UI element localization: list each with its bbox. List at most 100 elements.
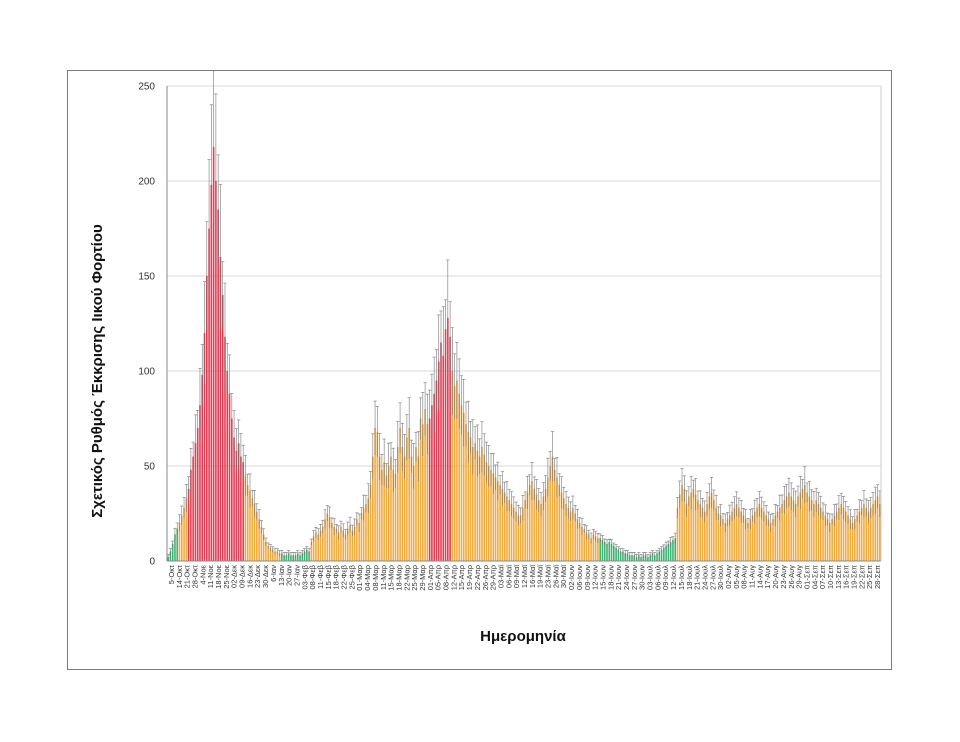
bar — [519, 515, 522, 561]
bar — [619, 551, 622, 561]
bar — [196, 428, 199, 561]
bar — [476, 450, 479, 561]
bar — [199, 405, 201, 561]
bar — [772, 519, 774, 561]
bar — [558, 485, 561, 561]
bar — [622, 551, 624, 561]
bar — [856, 515, 858, 561]
bar — [797, 496, 799, 561]
x-tick-label: 16-Δεκ — [245, 565, 254, 588]
bar — [349, 524, 351, 561]
bar — [449, 336, 451, 561]
x-tick-label: 20-Αυγ — [771, 565, 780, 589]
x-tick-label: 04-Μαρ — [363, 565, 372, 591]
bar — [171, 543, 174, 561]
bar — [244, 475, 247, 561]
bar — [376, 431, 379, 561]
bar — [779, 507, 781, 561]
bar — [399, 428, 401, 561]
bar — [510, 504, 513, 561]
bar — [315, 532, 317, 561]
x-tick-label: 29-Μαρ — [418, 565, 427, 591]
bar — [333, 526, 335, 561]
x-tick-label: 26-Μαϊ — [551, 565, 560, 588]
bar — [422, 424, 424, 561]
bar — [615, 547, 617, 561]
bar — [487, 466, 490, 561]
bar — [535, 494, 538, 561]
bar — [876, 496, 879, 561]
y-tick-label: 100 — [138, 367, 155, 378]
bar — [458, 393, 460, 561]
x-tick-label: 21-Ιουν — [614, 565, 623, 590]
bar — [794, 504, 797, 561]
bar — [494, 477, 497, 561]
x-tick-label: 19-Σεπ — [850, 565, 859, 589]
bar — [497, 481, 499, 561]
bar — [212, 146, 215, 562]
x-tick-label: 01-Μαρ — [355, 565, 364, 591]
bar — [744, 519, 747, 561]
bar — [656, 553, 658, 561]
bar — [626, 553, 629, 561]
bar — [321, 526, 324, 561]
bar — [663, 547, 665, 561]
bar — [685, 504, 688, 561]
bar — [219, 257, 222, 561]
bar — [469, 437, 472, 561]
y-tick-label: 200 — [138, 177, 155, 188]
bar — [210, 184, 213, 562]
bar — [563, 498, 565, 561]
bar — [854, 519, 856, 561]
bar — [472, 447, 474, 561]
x-tick-label: 21-Ιουλ — [693, 565, 702, 590]
bar — [606, 543, 608, 561]
x-tick-label: 25-Μαρ — [410, 565, 419, 591]
x-tick-label: 28-Σεπ — [873, 565, 882, 589]
bar — [501, 488, 504, 561]
bar — [763, 511, 765, 561]
bar — [717, 513, 720, 561]
bar — [813, 504, 815, 561]
x-tick-label: 15-Ιουλ — [677, 565, 686, 590]
x-tick-label: 23-Μαϊ — [544, 565, 553, 588]
bar — [253, 504, 256, 561]
bar — [208, 228, 210, 561]
x-tick-label: 30-Ιουλ — [716, 565, 725, 590]
bar — [467, 431, 470, 561]
bar — [444, 329, 447, 561]
bar — [437, 361, 440, 561]
bar — [872, 504, 874, 561]
bar — [401, 447, 404, 561]
x-tick-label: 26-Αυγ — [787, 565, 796, 589]
bar — [358, 523, 360, 561]
bar — [667, 543, 670, 561]
bar — [228, 393, 231, 561]
bar — [613, 545, 615, 561]
y-tick-labels: 0 50 100 150 200 250 — [138, 82, 155, 568]
bar — [735, 504, 738, 561]
bar — [808, 496, 811, 561]
x-tick-label: 4-Νοε — [198, 564, 207, 584]
bar — [246, 485, 249, 561]
bar — [835, 511, 838, 561]
bar — [726, 519, 729, 561]
bar — [715, 507, 717, 561]
x-tick-label: 20-Ιαν — [285, 565, 294, 586]
x-tick-label: 03-Ιουλ — [646, 565, 655, 590]
bar — [690, 492, 692, 561]
bar — [312, 536, 315, 561]
bar — [206, 276, 208, 561]
bar — [674, 538, 677, 561]
x-tick-label: 18-Ιουν — [606, 565, 615, 590]
bar — [867, 511, 870, 561]
bar — [842, 507, 845, 561]
chart: 0 50 100 150 200 250 5-Οκτ14-Οκτ21-Οκτ28-Οκτ4… — [89, 71, 882, 645]
x-tick-label: 15-Απρ — [457, 565, 466, 590]
x-tick-label: 11-Αυγ — [748, 565, 757, 588]
bars — [167, 146, 881, 562]
bar — [699, 504, 702, 561]
bar — [724, 523, 727, 561]
bar — [672, 540, 674, 561]
bar — [869, 507, 872, 561]
